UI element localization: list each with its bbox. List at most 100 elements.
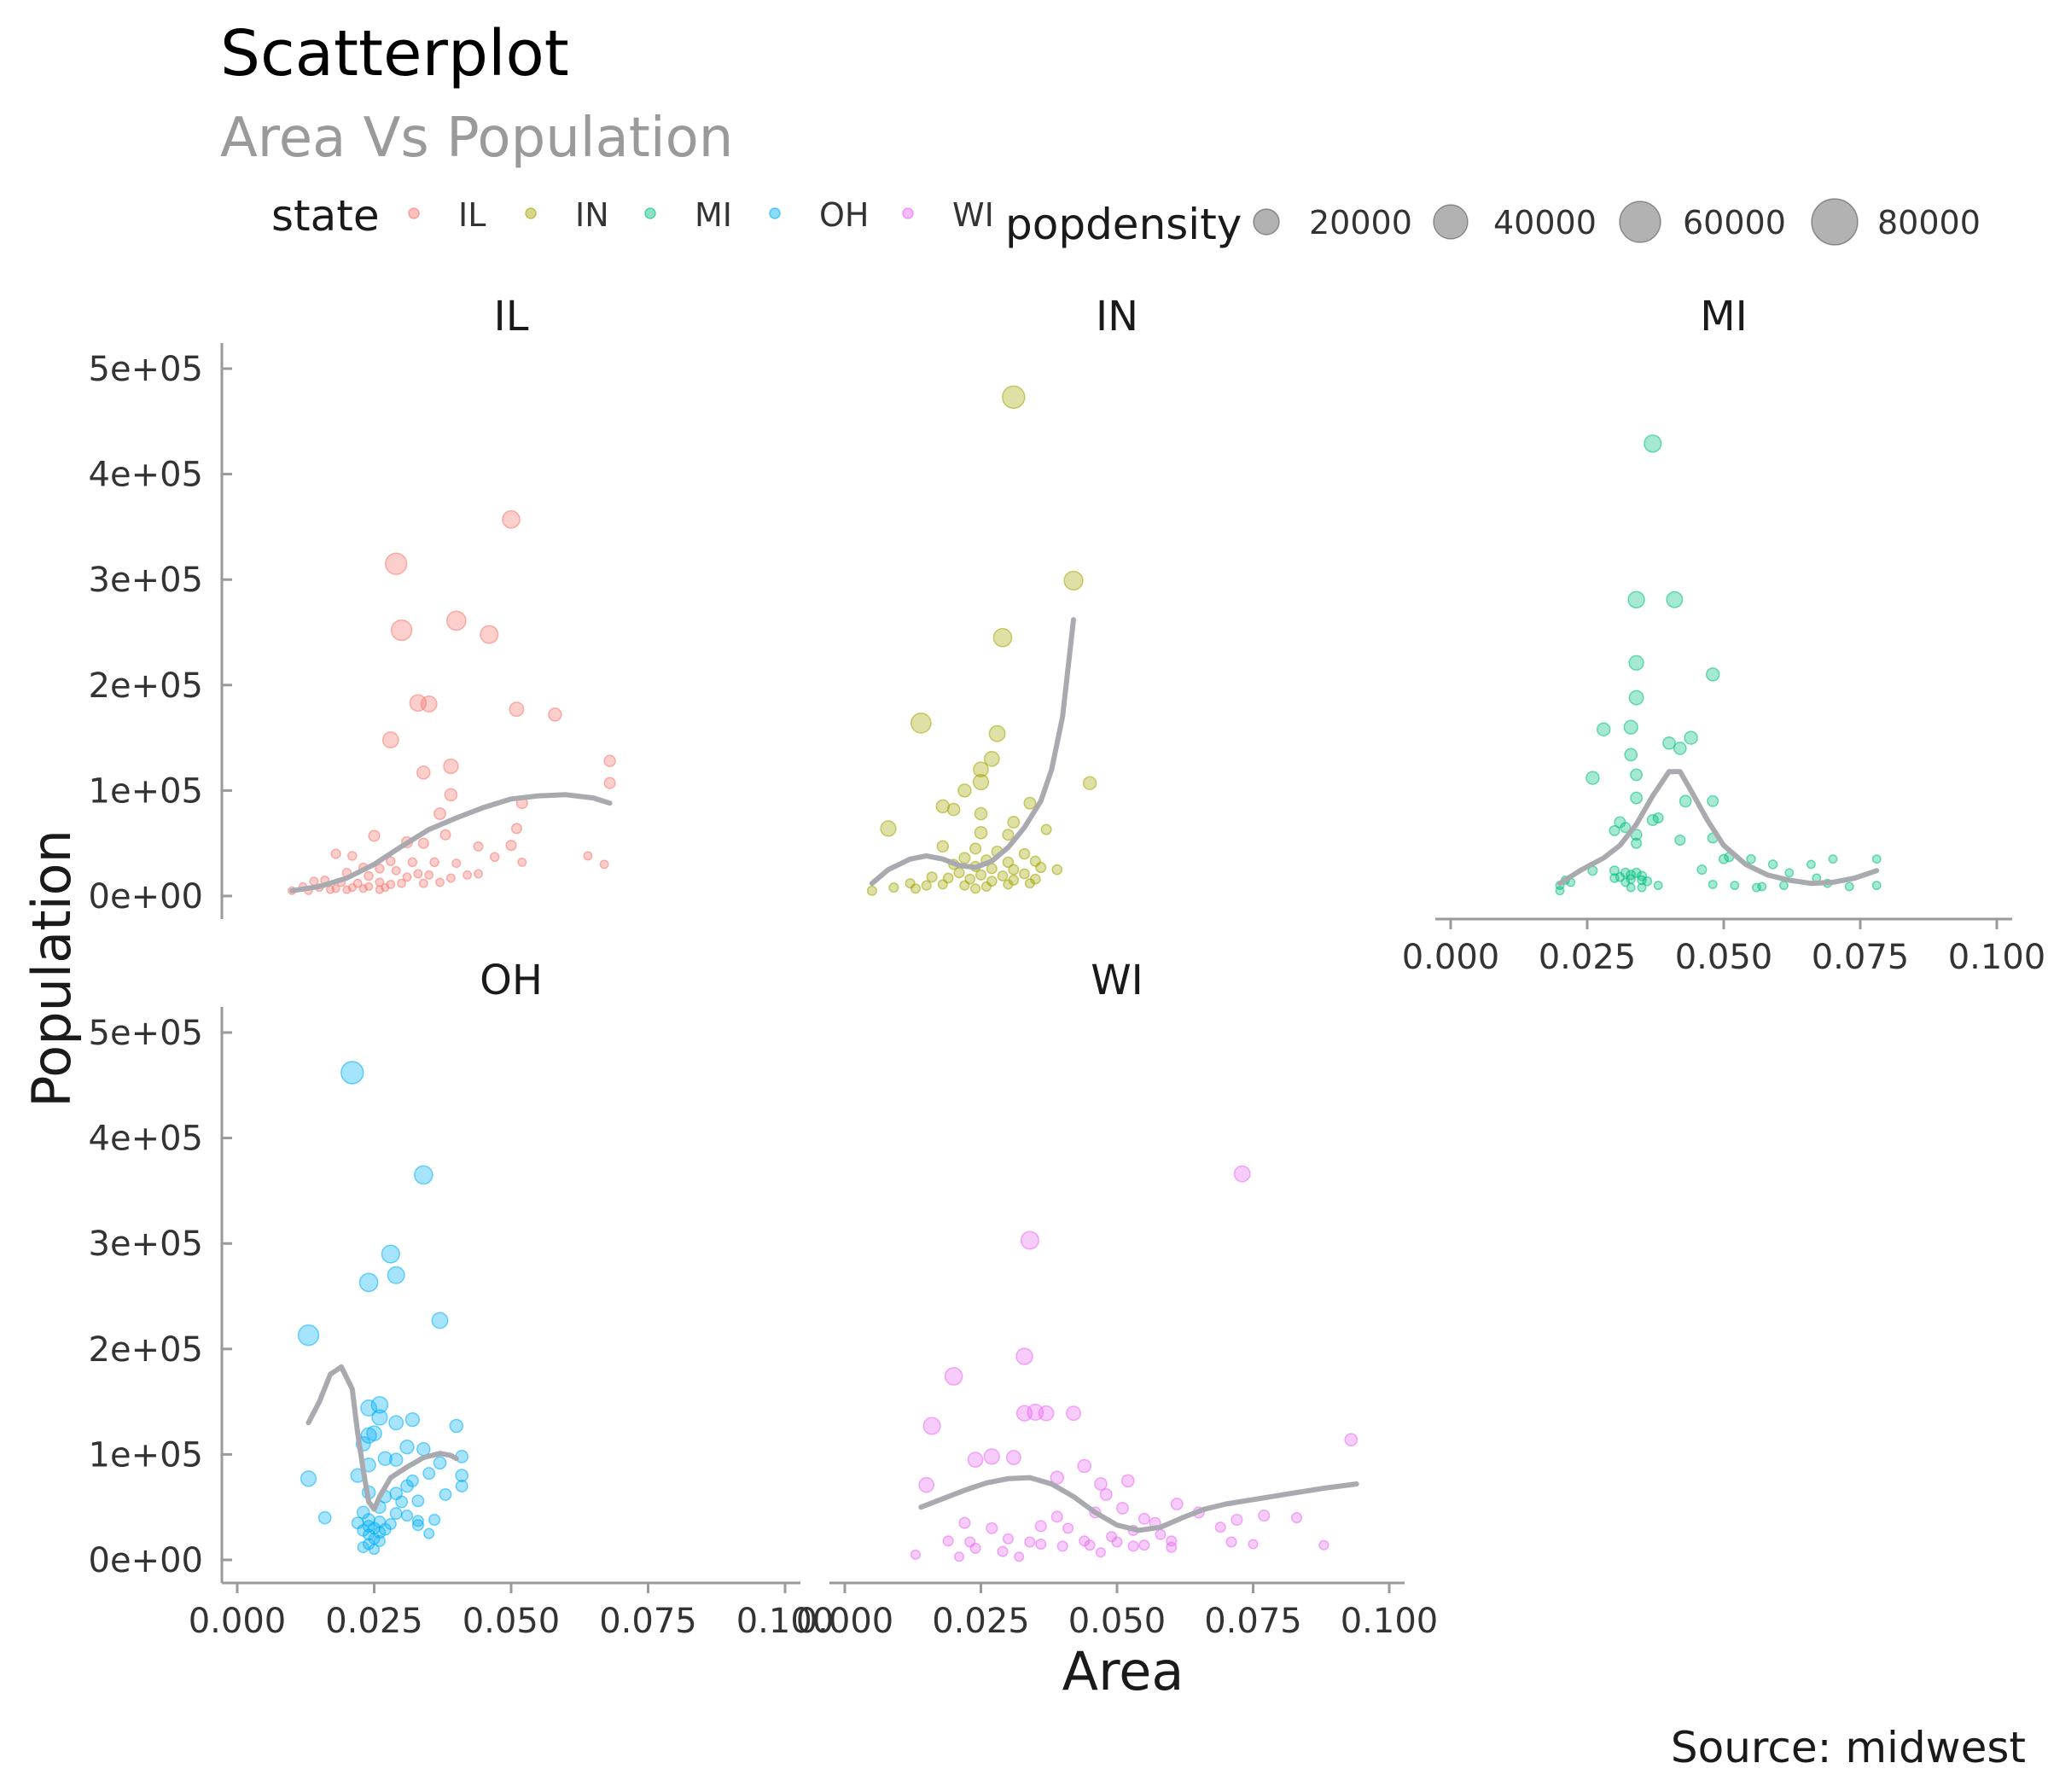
data-point: [1034, 1520, 1047, 1533]
data-point: [959, 880, 970, 891]
data-point: [444, 788, 458, 802]
data-point: [974, 825, 988, 840]
data-point: [502, 509, 521, 529]
y-tick-label: 5e+05: [89, 1014, 203, 1053]
data-point: [413, 869, 423, 879]
data-point: [944, 1367, 963, 1386]
legend-size-key-80000: [1811, 198, 1859, 246]
data-point: [1318, 1539, 1329, 1551]
smooth-line-oh: [305, 1364, 459, 1512]
data-point: [1644, 434, 1662, 453]
facet-panels: IL 0e+00 1e+05 2e+05 3e+05 4e+05 5e+05 IN MI 0.00…: [89, 293, 2046, 1641]
x-tick-label: 0.000: [796, 1602, 894, 1641]
data-point: [1555, 886, 1565, 896]
data-point: [603, 777, 616, 789]
legend-key-il: [408, 207, 420, 219]
data-point: [1051, 864, 1063, 876]
data-point: [389, 1507, 403, 1521]
data-point: [1019, 868, 1030, 880]
data-point: [942, 1535, 954, 1547]
legend-size-label-80000: 80000: [1877, 204, 1981, 241]
strip-label-in: IN: [1096, 293, 1138, 340]
data-point: [1620, 877, 1631, 887]
data-point: [417, 837, 429, 849]
data-point: [416, 1441, 431, 1457]
data-point: [1225, 1536, 1237, 1548]
data-point: [921, 880, 932, 891]
y-tick-label: 4e+05: [89, 456, 203, 495]
x-tick-label: 0.000: [1402, 938, 1500, 977]
data-point: [937, 879, 948, 890]
data-point: [1828, 854, 1838, 864]
data-point: [1014, 1551, 1025, 1562]
facet-oh: OH 0e+00 1e+05 2e+05 3e+05 4e+05 5e+05 0.000 0.0…: [89, 957, 835, 1641]
x-tick-label: 0.100: [1341, 1602, 1439, 1641]
data-point: [407, 857, 418, 868]
data-point: [1077, 1458, 1091, 1474]
data-point: [420, 695, 438, 713]
data-point: [1707, 794, 1719, 807]
data-point: [1084, 1539, 1096, 1551]
data-point: [400, 1479, 414, 1493]
y-tick-label: 4e+05: [89, 1120, 203, 1159]
facet-il: IL 0e+00 1e+05 2e+05 3e+05 4e+05 5e+05: [89, 293, 616, 919]
data-point: [375, 864, 385, 874]
data-point: [489, 852, 500, 863]
data-point: [1015, 1347, 1033, 1365]
data-point: [358, 1272, 379, 1293]
data-point: [1127, 1540, 1139, 1552]
data-point: [1170, 1498, 1184, 1510]
data-point: [387, 1265, 405, 1284]
data-point: [888, 882, 899, 893]
data-point: [969, 842, 982, 855]
data-point: [1050, 1470, 1065, 1485]
data-point: [1696, 864, 1708, 876]
data-point: [1056, 1540, 1068, 1552]
data-point: [975, 869, 987, 881]
data-point: [377, 1451, 393, 1466]
smooth-line-mi: [1557, 769, 1880, 887]
data-point: [997, 870, 1009, 881]
data-point: [866, 885, 877, 896]
data-point: [910, 1549, 921, 1560]
data-point: [373, 1534, 386, 1547]
smooth-line-wi: [918, 1475, 1359, 1533]
data-point: [1718, 853, 1730, 864]
data-point: [357, 1541, 369, 1554]
x-tick-label: 0.025: [1539, 938, 1637, 977]
data-point: [505, 840, 517, 852]
data-point: [1642, 876, 1653, 887]
data-point: [1035, 1538, 1047, 1551]
data-point: [347, 851, 358, 861]
data-point: [1730, 881, 1740, 891]
data-point: [428, 1513, 441, 1527]
data-point: [988, 724, 1006, 742]
data-point: [340, 1061, 364, 1085]
data-point: [1705, 667, 1720, 682]
data-point: [1024, 1536, 1036, 1548]
legend-size-key-60000: [1619, 201, 1661, 243]
legend-size-label-40000: 40000: [1493, 204, 1597, 241]
data-point: [1035, 862, 1047, 874]
data-point: [992, 627, 1013, 648]
data-point: [381, 731, 399, 749]
data-point: [957, 783, 972, 798]
data-point: [433, 807, 446, 821]
data-point: [1679, 794, 1692, 808]
data-point: [411, 1519, 424, 1532]
data-point: [1015, 1405, 1033, 1422]
x-tick-label: 0.025: [325, 1602, 423, 1641]
data-point: [358, 884, 368, 893]
data-point: [972, 773, 990, 791]
data-point: [463, 870, 473, 880]
x-tick-label: 0.050: [463, 1602, 561, 1641]
smooth-line-in: [869, 617, 1076, 887]
data-point: [1214, 1521, 1226, 1533]
data-point: [1040, 823, 1052, 835]
legend-key-in: [525, 207, 537, 219]
x-tick-label: 0.025: [932, 1602, 1030, 1641]
data-point: [1050, 1510, 1063, 1523]
data-point: [1008, 864, 1020, 876]
data-point: [317, 1510, 332, 1525]
x-tick-label: 0.000: [189, 1602, 287, 1641]
